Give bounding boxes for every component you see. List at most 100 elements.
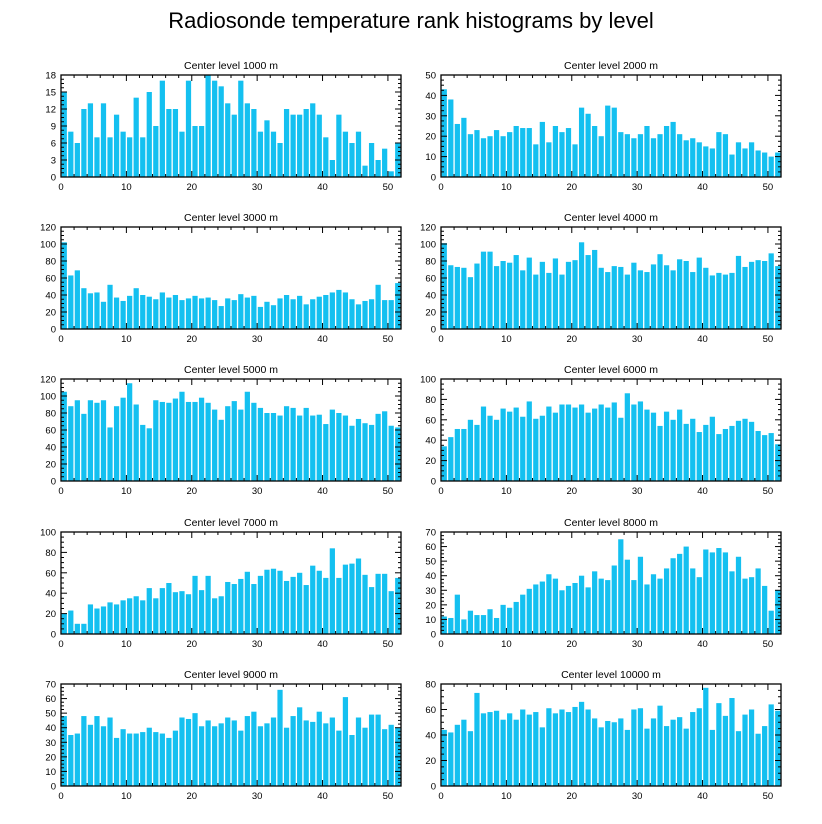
bar [572,706,578,786]
bar [624,134,630,177]
y-tick-label: 120 [420,223,436,234]
bar [68,275,74,329]
bar [520,709,526,786]
bar [480,406,487,481]
bar [310,299,316,329]
bar [533,274,539,329]
y-tick-label: 20 [425,756,436,767]
panel-title: Center level 6000 m [564,364,658,376]
bar [690,272,696,329]
bar [264,413,270,481]
bar [461,719,467,786]
bar [762,585,768,634]
bar [520,416,526,481]
panel-5: Center level 5000 m 0 20 40 60 80 100 120 0 10 20 3… [40,364,402,497]
bar [316,711,322,786]
bar [768,610,774,634]
x-tick-label: 30 [252,334,263,345]
bar [238,80,244,177]
bar [709,275,715,329]
x-tick-label: 30 [252,182,263,193]
bar [696,432,702,481]
bar [100,726,107,786]
bar [441,243,447,329]
bar [218,723,224,786]
bar [166,109,172,177]
bar [342,292,349,329]
bar [185,594,192,634]
bar [755,431,761,481]
bar [663,568,670,634]
bar [290,407,296,481]
bar [172,295,179,329]
bar [146,428,152,481]
x-tick-label: 0 [58,182,63,193]
bar [690,712,696,786]
y-tick-label: 20 [425,132,436,143]
bar [624,729,630,786]
x-tick-label: 10 [121,334,132,345]
bar [107,602,113,634]
bar [87,293,94,329]
bar [74,270,80,329]
bar [61,391,67,481]
bar [552,412,559,481]
bar [159,80,165,177]
bar [310,565,316,634]
x-tick-label: 30 [252,791,263,802]
bar [153,400,159,481]
bar [657,134,663,177]
bar [375,714,381,786]
x-tick-label: 40 [697,334,708,345]
y-tick-label: 40 [425,571,436,582]
bar [467,731,474,786]
bar [526,588,532,634]
bar [94,716,100,786]
y-tick-label: 0 [431,630,436,641]
y-tick-label: 0 [431,173,436,184]
bar [507,411,513,481]
y-tick-label: 9 [51,122,56,133]
bar [716,434,722,481]
bar [480,138,487,177]
bar [283,406,290,481]
bar [696,257,702,329]
bar [329,548,335,634]
bar [323,577,329,634]
bar [185,401,192,481]
bar [624,559,630,634]
bar [218,419,224,481]
bar [159,588,165,634]
bar [342,564,349,634]
bar [748,142,755,177]
bar [323,424,329,481]
bar [368,714,375,786]
bar [657,425,663,481]
y-tick-label: 20 [425,308,436,319]
y-tick-label: 0 [51,325,56,336]
bar [493,617,500,634]
bar [735,142,742,177]
bar [231,300,237,329]
panel-7: Center level 7000 m 0 20 40 60 80 100 0 10 20 30 40… [40,517,402,650]
y-tick-label: 0 [431,782,436,793]
bar [565,585,572,634]
bar [729,425,735,481]
panel-title: Center level 9000 m [184,669,278,681]
bar [493,130,500,177]
bar [644,584,650,634]
bar [461,619,467,634]
bar [696,142,702,177]
bar [592,408,598,481]
bar [257,575,264,634]
panel-8: Center level 8000 m 0 10 20 30 40 50 60 70 0 10 20 3… [425,517,782,650]
bar [159,733,165,786]
bar [362,574,368,634]
bar [493,710,500,786]
y-tick-label: 60 [45,426,56,437]
bar [133,596,139,634]
bar [663,726,670,786]
bar [578,242,585,329]
bar [480,251,487,329]
x-tick-label: 40 [697,182,708,193]
